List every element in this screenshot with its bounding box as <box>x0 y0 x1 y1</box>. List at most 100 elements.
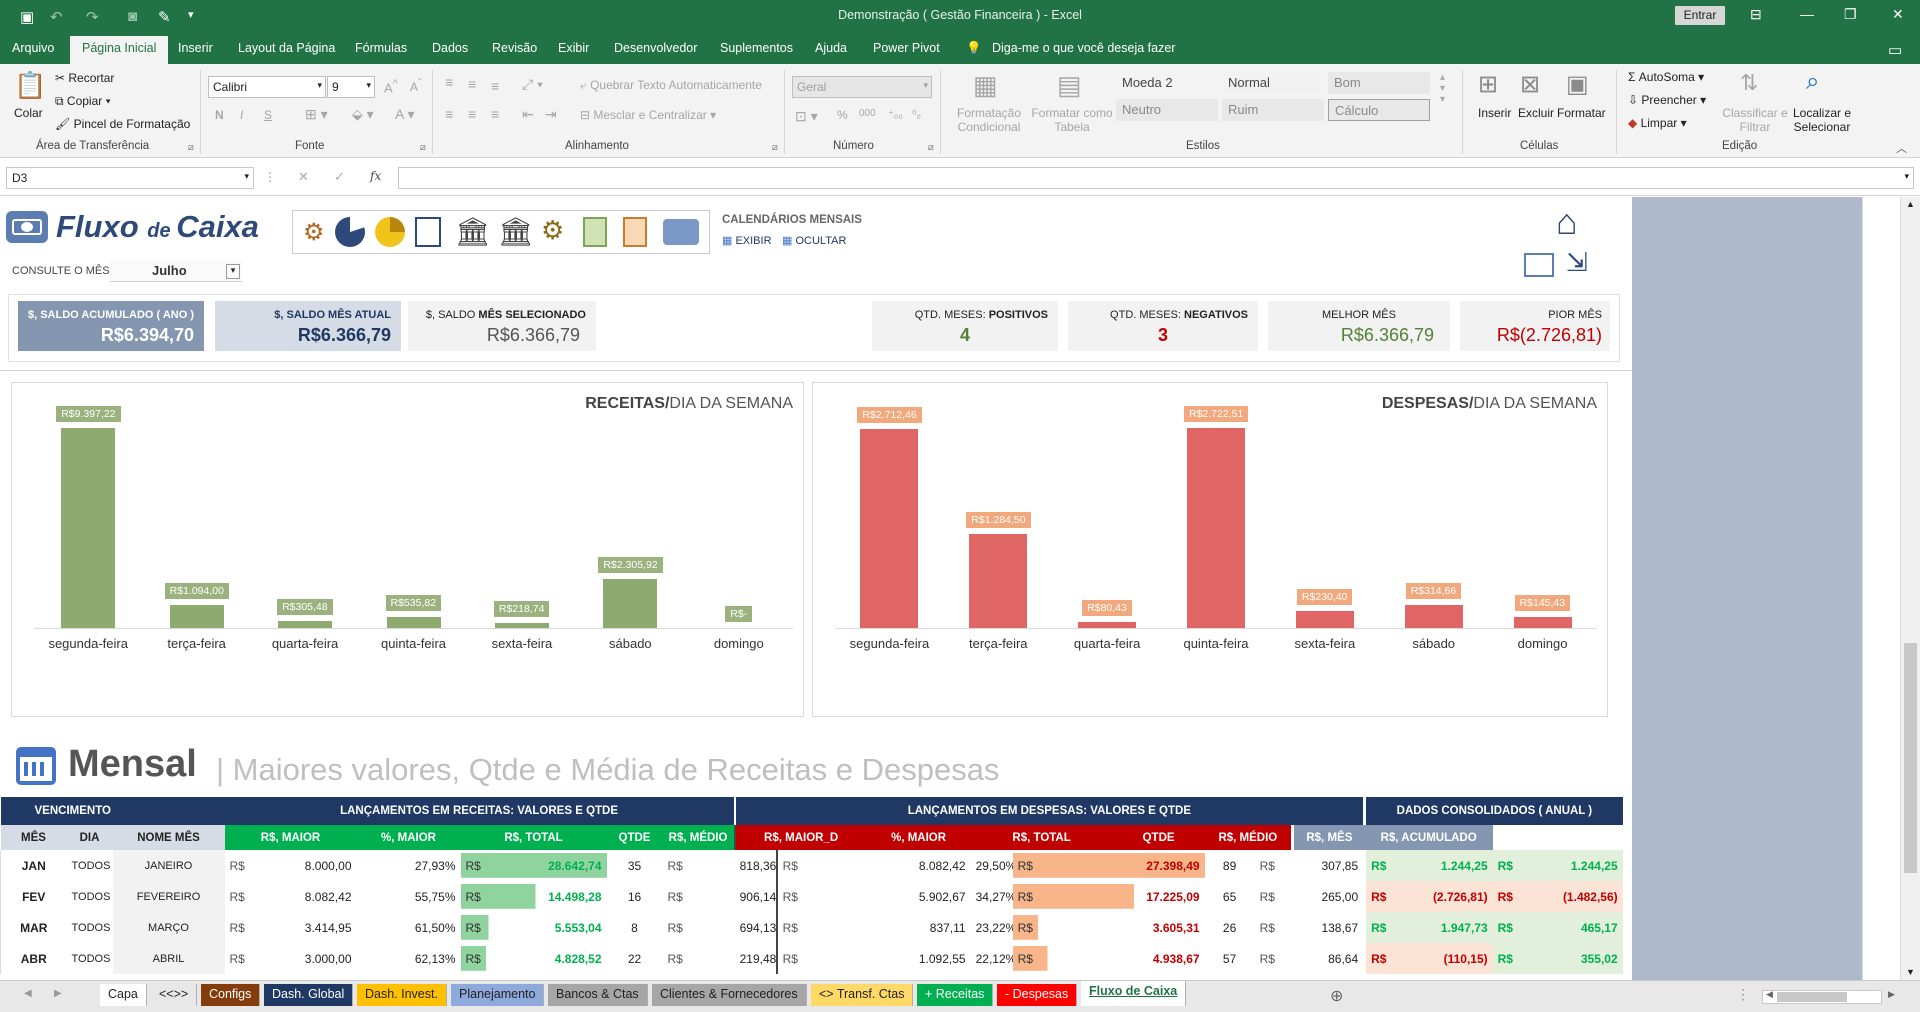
insert-function-button[interactable]: fx <box>370 169 382 183</box>
align-bottom-icon[interactable]: ≡ <box>491 78 500 94</box>
tab-dados[interactable]: Dados <box>432 41 469 55</box>
orientation-icon[interactable]: ⤢ ▾ <box>522 76 543 92</box>
style-ruim[interactable]: Ruim <box>1222 99 1324 121</box>
sign-in-button[interactable]: Entrar <box>1675 6 1725 25</box>
tab-suplementos[interactable]: Suplementos <box>720 41 793 55</box>
pie-chart-icon[interactable] <box>335 217 365 247</box>
alignment-dialog-launcher-icon[interactable]: ⧄ <box>772 142 778 152</box>
formula-input[interactable]: ▾ <box>398 167 1914 189</box>
style-bom[interactable]: Bom <box>1328 72 1430 94</box>
chart-bar[interactable] <box>1078 622 1137 628</box>
institution-icon[interactable]: 🏛 <box>498 216 534 247</box>
restore-icon[interactable]: ❐ <box>1844 6 1857 22</box>
hscroll-thumb[interactable] <box>1777 992 1847 1002</box>
dropdown-arrow-icon[interactable]: ▾ <box>226 264 240 279</box>
tab-exibir[interactable]: Exibir <box>558 41 590 55</box>
format-painter-button[interactable]: 🖌 Pincel de Formatação <box>55 117 191 131</box>
wrap-text-button[interactable]: ⤶ Quebrar Texto Automaticamente <box>580 78 762 92</box>
chart-bar[interactable] <box>860 429 919 628</box>
increase-indent-icon[interactable]: ⇥ <box>545 106 557 122</box>
save-icon[interactable]: ▣ <box>20 9 35 26</box>
font-name-combo[interactable]: Calibri ▾ <box>208 76 326 98</box>
close-icon[interactable]: ✕ <box>1892 6 1904 22</box>
sheet-tab[interactable]: - Despesas <box>997 984 1078 1006</box>
report-icon[interactable] <box>415 217 441 247</box>
sheet-tab[interactable]: Bancos & Ctas <box>548 984 648 1006</box>
enter-icon[interactable]: ✓ <box>334 169 345 184</box>
prev-sheet-icon[interactable]: ◀ <box>24 988 32 999</box>
borders-icon[interactable]: ⊞ ▾ <box>305 106 328 122</box>
sheet-tab[interactable]: Capa <box>100 984 147 1006</box>
scroll-left-icon[interactable]: ◀ <box>1766 989 1773 999</box>
customize-quick-access-icon[interactable]: ▾ <box>188 9 194 21</box>
ribbon-display-options-icon[interactable]: ⊟ <box>1750 6 1762 22</box>
sort-filter-icon[interactable]: ⇅ <box>1740 70 1759 95</box>
magnifier-icon[interactable]: ⌕ <box>1806 68 1820 95</box>
increase-decimal-icon[interactable]: ⁺₀₀ <box>888 109 903 121</box>
pie-chart-gold-icon[interactable] <box>375 217 405 247</box>
sheet-tab[interactable]: Dash. Global <box>264 984 354 1006</box>
font-dialog-launcher-icon[interactable]: ⧄ <box>420 142 426 152</box>
chart-bar[interactable] <box>61 428 116 628</box>
font-color-icon[interactable]: A ▾ <box>395 106 415 122</box>
tab-arquivo[interactable]: Arquivo <box>12 41 55 55</box>
insert-cells-icon[interactable]: ⊞ <box>1478 71 1499 98</box>
align-center-icon[interactable]: ≡ <box>468 106 477 122</box>
fill-color-icon[interactable]: ⬙ ▾ <box>352 106 374 122</box>
sheet-tab[interactable]: Clientes & Fornecedores <box>652 984 807 1006</box>
screen-icon[interactable] <box>1524 253 1554 277</box>
redo-icon[interactable]: ↷ <box>86 9 99 26</box>
format-as-table-icon[interactable]: ▤ <box>1057 70 1082 100</box>
money-icon[interactable] <box>663 219 699 245</box>
bold-button[interactable]: N <box>215 108 224 122</box>
decrease-font-icon[interactable]: Aˇ <box>410 78 422 94</box>
home-icon[interactable]: ⌂ <box>1556 201 1578 242</box>
export-icon[interactable]: ⇲ <box>1566 247 1588 277</box>
increase-font-icon[interactable]: A^ <box>384 78 398 96</box>
expenses-icon[interactable] <box>623 217 647 247</box>
tab-power-pivot[interactable]: Power Pivot <box>873 41 940 55</box>
merge-center-button[interactable]: ⊟ Mesclar e Centralizar ▾ <box>580 108 717 122</box>
receipts-icon[interactable] <box>583 217 607 247</box>
autosum-button[interactable]: Σ AutoSoma ▾ <box>1628 70 1705 84</box>
sheet-tab[interactable]: Planejamento <box>451 984 545 1006</box>
sheet-tab[interactable]: Configs <box>201 984 261 1006</box>
name-box[interactable]: D3 ▾ <box>6 167 254 189</box>
clipboard-dialog-launcher-icon[interactable]: ⧄ <box>188 142 194 152</box>
sheet-tab[interactable]: + Receitas <box>917 984 994 1006</box>
align-right-icon[interactable]: ≡ <box>491 106 500 122</box>
comments-icon[interactable]: ▭ <box>1888 42 1903 59</box>
scroll-up-icon[interactable]: ▲ <box>1906 199 1915 209</box>
styles-scroll-icon[interactable]: ▴ ▾ ▾ <box>1440 72 1446 105</box>
tab-revisao[interactable]: Revisão <box>492 41 538 55</box>
conditional-formatting-button[interactable]: Formatação Condicional <box>956 106 1022 134</box>
new-sheet-icon[interactable]: ⊕ <box>1330 988 1344 1005</box>
font-size-combo[interactable]: 9 ▾ <box>327 76 375 98</box>
tell-me-search[interactable]: Diga-me o que você deseja fazer <box>992 41 1176 55</box>
minimize-icon[interactable]: — <box>1800 6 1814 22</box>
chart-bar[interactable] <box>1404 605 1463 628</box>
camera-icon[interactable]: ◙ <box>128 8 138 25</box>
align-middle-icon[interactable]: ≡ <box>468 76 477 92</box>
expand-formula-icon[interactable]: ▾ <box>1904 171 1909 181</box>
scroll-down-icon[interactable]: ▼ <box>1906 967 1915 977</box>
cut-button[interactable]: ✂ Recortar <box>55 71 115 85</box>
scroll-thumb[interactable] <box>1904 643 1917 873</box>
delete-cells-button[interactable]: Excluir <box>1518 106 1555 120</box>
format-cells-icon[interactable]: ▣ <box>1566 71 1589 98</box>
vertical-scrollbar[interactable]: ▲ ▼ <box>1900 197 1920 980</box>
sheet-tab[interactable]: Fluxo de Caixa <box>1081 981 1187 1006</box>
horizontal-scrollbar[interactable] <box>1762 990 1882 1004</box>
underline-button[interactable]: S <box>264 108 273 122</box>
tab-ajuda[interactable]: Ajuda <box>815 41 847 55</box>
sheet-tab[interactable]: <> Transf. Ctas <box>811 984 914 1006</box>
chart-bar[interactable] <box>494 623 549 628</box>
chart-bar[interactable] <box>169 605 224 628</box>
chart-bar[interactable] <box>278 621 333 628</box>
format-cells-button[interactable]: Formatar <box>1557 106 1606 120</box>
number-format-combo[interactable]: Geral ▾ <box>792 76 932 98</box>
sheet-tab[interactable]: <<>> <box>151 984 198 1006</box>
align-left-icon[interactable]: ≡ <box>445 106 454 122</box>
undo-icon[interactable]: ↶ <box>50 9 63 26</box>
style-calculo[interactable]: Cálculo <box>1328 99 1430 121</box>
